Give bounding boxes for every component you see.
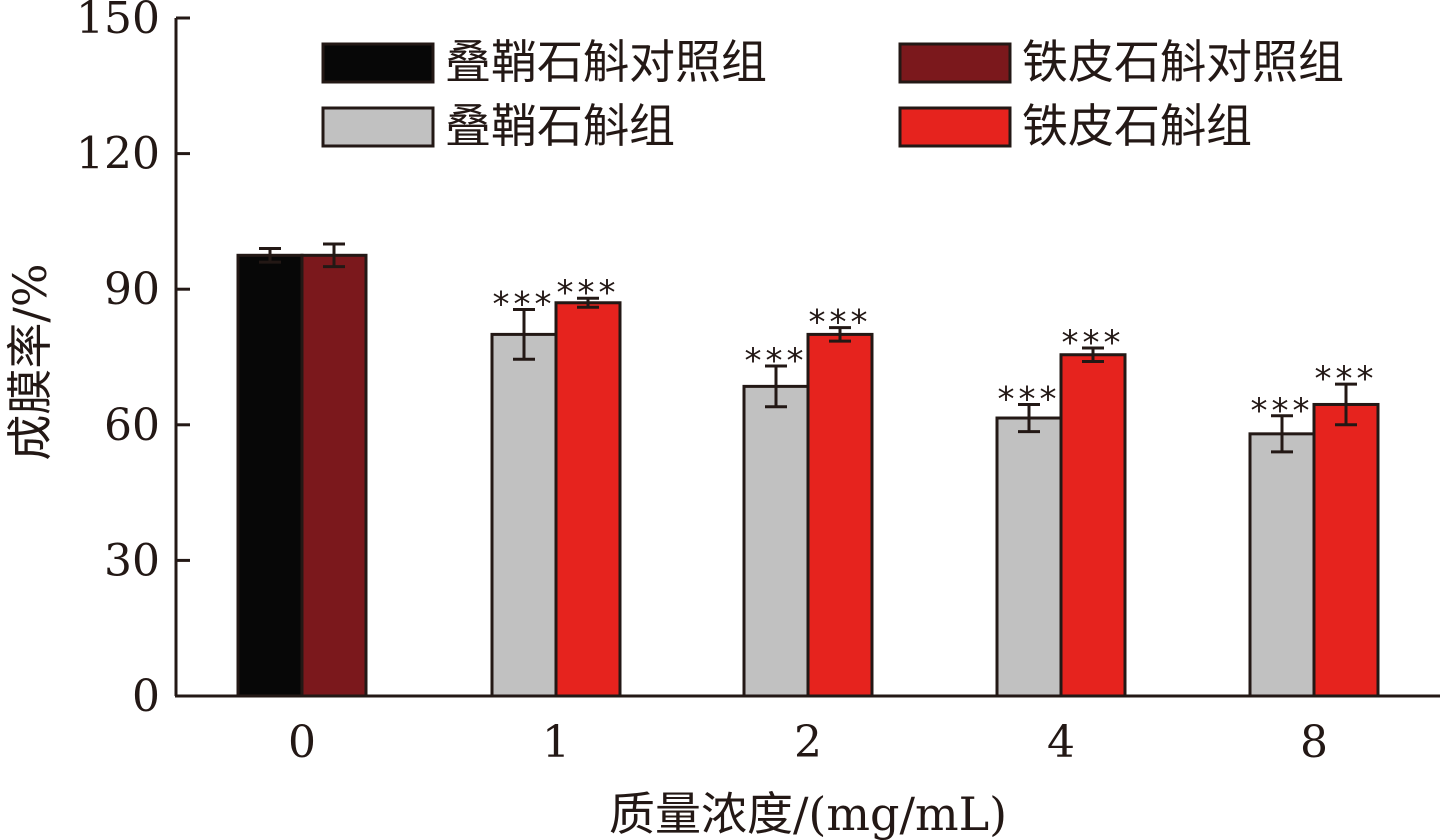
legend-item: 叠鞘石斛组 <box>321 99 675 153</box>
bar <box>742 384 810 698</box>
significance-label: *** <box>1062 323 1125 363</box>
bar <box>1059 353 1127 698</box>
significance-label: *** <box>493 285 556 325</box>
legend-swatch <box>321 42 435 84</box>
bar <box>490 332 558 698</box>
legend-swatch <box>898 106 1012 148</box>
x-tick-label: 2 <box>794 717 822 768</box>
bar <box>236 253 304 698</box>
error-bars-layer <box>259 242 1357 454</box>
x-ticks: 0 1 2 4 8 <box>288 682 1328 768</box>
x-axis-title: 质量浓度/(mg/mL) <box>609 787 1007 840</box>
significance-label: *** <box>1315 359 1378 399</box>
significance-label: *** <box>998 379 1061 419</box>
bar <box>1248 432 1316 698</box>
significance-label: *** <box>745 341 808 381</box>
legend-label: 铁皮石斛组 <box>1022 99 1252 153</box>
y-axis-title: 成膜率/% <box>3 263 57 460</box>
y-tick-label: 30 <box>104 535 160 586</box>
bar <box>995 416 1063 698</box>
significance-label: *** <box>1251 391 1314 431</box>
x-tick-label: 1 <box>542 717 570 768</box>
y-tick-label: 150 <box>76 0 160 44</box>
y-tick-label: 120 <box>76 129 160 180</box>
y-tick-label: 0 <box>132 671 160 722</box>
legend-item: 铁皮石斛对照组 <box>898 35 1344 89</box>
x-tick-label: 8 <box>1300 717 1328 768</box>
y-ticks: 0 30 60 90 120 150 <box>76 0 190 722</box>
x-tick-label: 0 <box>288 717 316 768</box>
bar <box>554 301 622 698</box>
legend-label: 铁皮石斛对照组 <box>1022 35 1344 89</box>
x-tick-label: 4 <box>1047 717 1075 768</box>
legend-swatch <box>321 106 435 148</box>
legend-label: 叠鞘石斛组 <box>445 99 675 153</box>
significance-label: *** <box>809 303 872 343</box>
bar <box>1312 402 1380 698</box>
legend-swatch <box>898 42 1012 84</box>
legend-item: 叠鞘石斛对照组 <box>321 35 767 89</box>
legend-label: 叠鞘石斛对照组 <box>445 35 767 89</box>
significance-label: *** <box>557 273 620 313</box>
significance-layer: *** ********************* <box>493 273 1378 431</box>
y-tick-label: 60 <box>104 400 160 451</box>
bar <box>806 332 874 698</box>
legend-item: 铁皮石斛组 <box>898 99 1252 153</box>
y-tick-label: 90 <box>104 264 160 315</box>
bar <box>300 253 368 698</box>
